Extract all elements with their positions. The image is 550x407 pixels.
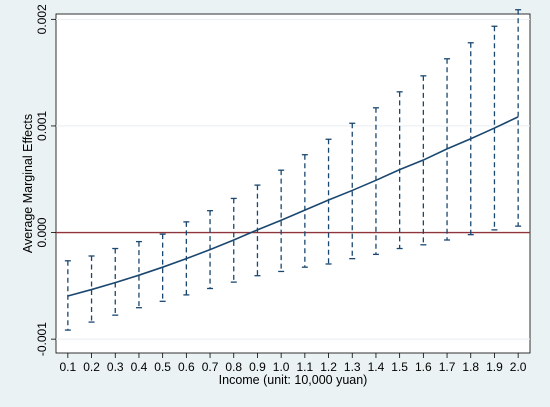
y-tick-label: 0.000 bbox=[35, 217, 49, 247]
x-tick-label: 1.7 bbox=[439, 360, 456, 374]
x-tick-label: 1.9 bbox=[486, 360, 503, 374]
x-tick-label: 2.0 bbox=[510, 360, 527, 374]
effect-line-group bbox=[67, 116, 519, 297]
x-tick-label: 1.3 bbox=[344, 360, 361, 374]
marginal-effect-line bbox=[67, 116, 519, 297]
x-tick-label: 1.1 bbox=[297, 360, 314, 374]
plot-area bbox=[55, 13, 531, 354]
x-tick-label: 1.2 bbox=[320, 360, 337, 374]
x-tick-label: 1.5 bbox=[391, 360, 408, 374]
x-tick-label: 1.8 bbox=[462, 360, 479, 374]
y-tick-label: 0.002 bbox=[35, 4, 49, 34]
axes: 0.1 0.2 0.3 0.4 0.5 0.6 0.7 0.8 0.9 1.0 1.1 1.2 1.3 1… bbox=[35, 4, 527, 374]
x-tick-label: 1.6 bbox=[415, 360, 432, 374]
x-tick-label: 0.6 bbox=[178, 360, 195, 374]
x-tick-label: 0.9 bbox=[249, 360, 266, 374]
x-tick-label: 0.4 bbox=[131, 360, 148, 374]
y-tick-label: -0.001 bbox=[35, 322, 49, 356]
x-tick-label: 1.0 bbox=[273, 360, 290, 374]
x-tick-label: 1.4 bbox=[368, 360, 385, 374]
x-tick-label: 0.1 bbox=[60, 360, 77, 374]
x-tick-label: 0.8 bbox=[225, 360, 242, 374]
x-tick-label: 0.3 bbox=[107, 360, 124, 374]
y-axis-title: Average Marginal Effects bbox=[21, 114, 35, 253]
y-tick-label: 0.001 bbox=[35, 111, 49, 141]
x-tick-label: 0.5 bbox=[154, 360, 171, 374]
x-tick-label: 0.7 bbox=[202, 360, 219, 374]
x-tick-label: 0.2 bbox=[83, 360, 100, 374]
x-axis-title: Income (unit: 10,000 yuan) bbox=[219, 373, 368, 387]
